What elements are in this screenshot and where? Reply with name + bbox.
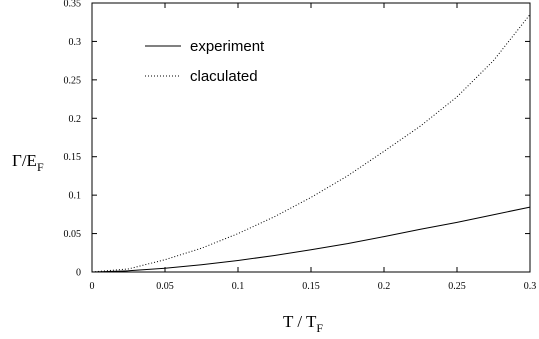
x-axis-label: T / TF [283, 312, 323, 335]
y-axis-ticks: 0 0.05 0.1 0.15 0.2 0.25 0.3 0.35 [64, 0, 530, 279]
y-axis-label: Γ/EF [12, 151, 44, 174]
x-tick-label: 0.3 [524, 281, 537, 292]
x-axis-label-main: T / T [283, 312, 317, 331]
legend: experiment claculated [145, 38, 265, 85]
series-line-experiment [91, 206, 531, 273]
x-tick-label: 0 [90, 281, 95, 292]
y-tick-label: 0.35 [64, 0, 82, 10]
y-tick-label: 0.2 [69, 114, 82, 125]
x-tick-label: 0.1 [232, 281, 245, 292]
x-axis-label-subscript: F [316, 321, 323, 335]
x-tick-label: 0.2 [378, 281, 391, 292]
y-axis-label-main: Γ/E [12, 151, 37, 170]
y-tick-label: 0.1 [69, 191, 82, 202]
y-tick-label: 0.05 [64, 229, 82, 240]
x-tick-label: 0.05 [156, 281, 174, 292]
y-tick-label: 0.25 [64, 75, 82, 86]
y-tick-label: 0.3 [69, 37, 82, 48]
legend-label-claculated: claculated [190, 68, 258, 85]
series-line-claculated [91, 14, 531, 273]
x-axis-ticks: 0 0.05 0.1 0.15 0.2 0.25 0.3 [90, 3, 537, 292]
y-tick-label: 0 [76, 268, 81, 279]
x-tick-label: 0.15 [302, 281, 320, 292]
x-tick-label: 0.25 [448, 281, 466, 292]
series-layer [91, 14, 531, 273]
y-tick-label: 0.15 [64, 152, 82, 163]
y-axis-label-subscript: F [37, 160, 44, 174]
legend-label-experiment: experiment [190, 38, 265, 55]
plot-frame [91, 2, 531, 273]
